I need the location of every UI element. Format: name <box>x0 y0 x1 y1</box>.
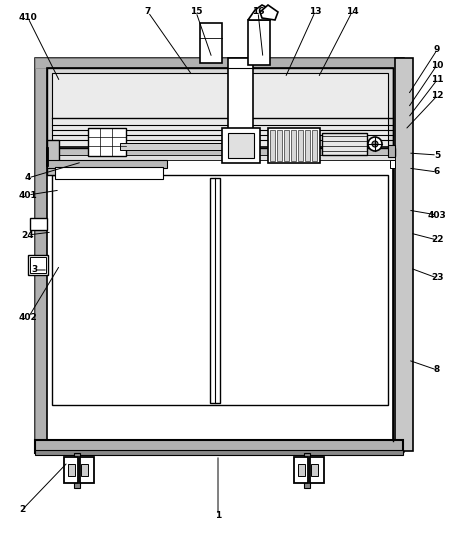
Text: 7: 7 <box>145 8 151 17</box>
Text: 16: 16 <box>252 8 264 17</box>
Text: 6: 6 <box>434 167 440 176</box>
Bar <box>47 68 393 158</box>
Text: 401: 401 <box>18 190 37 199</box>
Text: 23: 23 <box>431 273 443 282</box>
Bar <box>294 457 308 483</box>
Text: 15: 15 <box>190 8 202 17</box>
Bar <box>210 178 220 403</box>
Text: 24: 24 <box>22 230 34 240</box>
Text: 4: 4 <box>25 174 31 182</box>
Text: 402: 402 <box>18 314 37 323</box>
Bar <box>312 130 317 161</box>
Bar <box>270 130 275 161</box>
Bar <box>388 145 395 157</box>
Bar <box>47 148 395 156</box>
Bar <box>35 441 403 451</box>
Bar <box>30 257 46 273</box>
Bar <box>55 167 163 179</box>
Bar <box>47 68 393 441</box>
Polygon shape <box>260 5 278 20</box>
Text: 5: 5 <box>434 151 440 160</box>
Text: 403: 403 <box>427 211 446 220</box>
Bar <box>47 155 395 160</box>
Bar <box>395 58 413 451</box>
Bar <box>52 73 388 153</box>
Bar <box>311 464 318 476</box>
Bar <box>35 58 403 451</box>
Text: 3: 3 <box>32 265 38 274</box>
Bar <box>298 464 305 476</box>
Bar <box>291 130 296 161</box>
Text: 11: 11 <box>431 76 443 85</box>
Bar <box>52 175 388 405</box>
Text: 10: 10 <box>431 61 443 70</box>
Bar <box>228 58 253 158</box>
Bar <box>390 160 395 168</box>
Text: 410: 410 <box>18 13 37 23</box>
Bar <box>64 457 78 483</box>
Text: 9: 9 <box>434 46 440 55</box>
Bar <box>268 128 320 163</box>
Bar <box>277 130 282 161</box>
Circle shape <box>372 141 378 147</box>
Bar <box>395 58 403 451</box>
Bar <box>35 58 403 68</box>
Bar <box>305 130 310 161</box>
Text: 2: 2 <box>19 505 25 515</box>
Bar <box>88 128 126 156</box>
Bar <box>222 128 260 163</box>
Bar <box>120 143 240 150</box>
Bar <box>30 218 47 230</box>
Text: 22: 22 <box>431 235 443 244</box>
Text: 13: 13 <box>309 8 321 17</box>
Bar <box>74 453 80 488</box>
Bar <box>284 130 289 161</box>
Bar <box>310 457 324 483</box>
Bar <box>322 133 367 155</box>
Polygon shape <box>248 5 270 20</box>
Bar <box>28 255 48 275</box>
Bar <box>298 130 303 161</box>
Bar <box>47 140 59 175</box>
Bar <box>47 160 167 168</box>
Bar <box>35 58 47 451</box>
Text: 12: 12 <box>431 92 443 101</box>
Bar <box>35 440 403 453</box>
Text: 1: 1 <box>215 510 221 519</box>
Bar <box>248 20 270 65</box>
Circle shape <box>368 137 382 151</box>
Bar <box>80 457 94 483</box>
Text: 8: 8 <box>434 366 440 375</box>
Bar <box>68 464 75 476</box>
Bar <box>81 464 88 476</box>
Bar <box>304 453 310 488</box>
Text: 14: 14 <box>346 8 358 17</box>
Bar <box>228 133 254 158</box>
Bar <box>35 450 403 455</box>
Bar <box>200 23 222 63</box>
